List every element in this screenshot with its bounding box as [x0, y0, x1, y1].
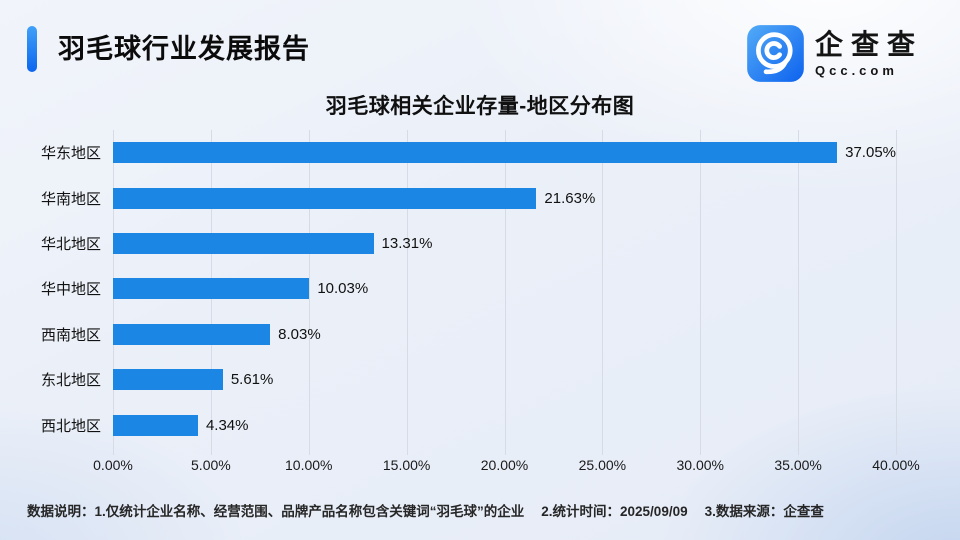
gridline: [700, 130, 702, 455]
qcc-logo-name: 企查查: [815, 28, 924, 60]
bar-row: 13.31%: [113, 221, 896, 266]
gridline: [602, 130, 604, 455]
footer-note-item: 数据说明：1.仅统计企业名称、经营范围、品牌产品名称包含关键词“羽毛球”的企业: [27, 504, 525, 519]
x-tick-label: 25.00%: [578, 457, 627, 473]
gridline: [406, 130, 408, 455]
x-tick-label: 20.00%: [480, 457, 529, 473]
bar-row: 4.34%: [113, 403, 896, 448]
title-accent-bar: [27, 26, 37, 72]
bar: [113, 414, 198, 436]
qcc-logo-icon: [747, 25, 804, 82]
footer-note: 数据说明：1.仅统计企业名称、经营范围、品牌产品名称包含关键词“羽毛球”的企业 2…: [27, 500, 937, 520]
category-label: 华中地区: [40, 281, 101, 299]
gridline: [504, 130, 506, 455]
bar-rows: 37.05% 21.63% 13.31% 10.03% 8.03% 5.61% 4.34%: [113, 130, 896, 448]
bar-value-label: 5.61%: [230, 371, 274, 389]
qcc-logo-domain: Qcc.com: [815, 62, 898, 78]
qcc-logo-text: 企查查 Qcc.com: [815, 28, 924, 78]
bar: [113, 323, 271, 345]
category-label: 华东地区: [40, 145, 101, 163]
bar: [113, 142, 838, 164]
footer-note-item: 2.统计时间：2025/09/09: [541, 504, 688, 519]
chart-title: 羽毛球相关企业存量-地区分布图: [325, 95, 635, 118]
bar: [113, 187, 537, 209]
bar-value-label: 37.05%: [845, 144, 896, 162]
x-tick-label: 30.00%: [676, 457, 724, 473]
gridline: [896, 130, 897, 455]
bar-value-label: 13.31%: [381, 235, 433, 253]
category-axis: 华东地区华南地区华北地区华中地区西南地区东北地区西北地区: [0, 130, 101, 448]
bar-row: 5.61%: [113, 357, 896, 402]
bar-row: 37.05%: [113, 130, 896, 175]
bar: [113, 233, 374, 255]
bar-value-label: 10.03%: [317, 280, 369, 298]
category-label: 西北地区: [40, 417, 101, 435]
bar-value-label: 21.63%: [544, 189, 596, 207]
gridline: [798, 130, 800, 455]
x-axis: 0.00% 5.00% 10.00% 15.00% 20.00% 25.00% 30.00%…: [93, 457, 920, 477]
category-label: 华南地区: [40, 190, 101, 208]
footer-note-item: 3.数据来源：企查查: [704, 504, 824, 519]
bar: [113, 278, 310, 300]
bar-value-label: 4.34%: [205, 416, 249, 434]
x-tick-label: 35.00%: [774, 457, 822, 473]
x-tick-label: 5.00%: [191, 457, 231, 473]
bar-value-label: 8.03%: [278, 325, 321, 343]
bar-row: 8.03%: [113, 312, 896, 357]
x-tick-label: 0.00%: [93, 457, 133, 473]
bar-chart-plot: 37.05% 21.63% 13.31% 10.03% 8.03% 5.61% 4.34%: [113, 130, 897, 455]
bar-row: 21.63%: [113, 175, 896, 220]
x-tick-label: 40.00%: [872, 457, 920, 473]
x-tick-label: 15.00%: [382, 457, 431, 473]
qcc-logo: 企查查 Qcc.com: [746, 24, 923, 83]
page-title: 羽毛球行业发展报告: [58, 34, 310, 64]
bar-row: 10.03%: [113, 266, 896, 311]
category-label: 华北地区: [40, 236, 101, 254]
bar: [113, 369, 223, 391]
category-label: 东北地区: [40, 372, 101, 390]
x-tick-label: 10.00%: [285, 457, 333, 473]
category-label: 西南地区: [40, 326, 101, 344]
